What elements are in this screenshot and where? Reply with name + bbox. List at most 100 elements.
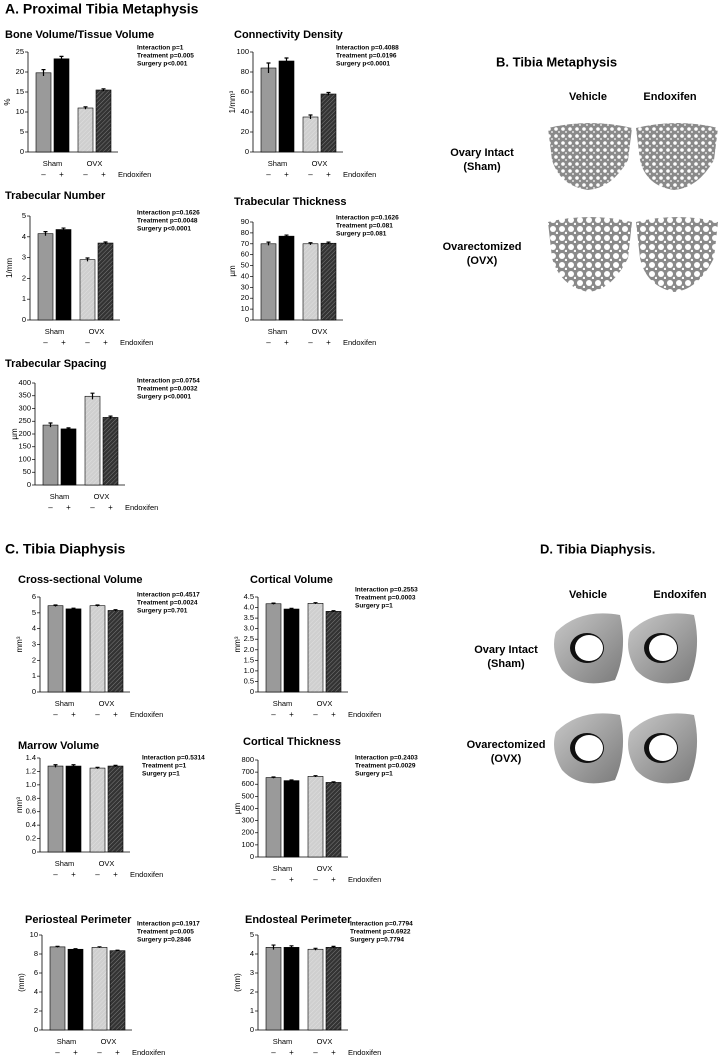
treatment-label: Endoxifen xyxy=(120,338,153,347)
stat-text: Interaction p=0.2553 xyxy=(355,587,418,594)
group-label: Sham xyxy=(273,699,293,708)
error-bar xyxy=(289,607,294,610)
y-tick-label: 0 xyxy=(34,1025,38,1034)
bone-image xyxy=(548,123,632,190)
error-bar xyxy=(308,242,313,245)
stat-text: Treatment p=0.0024 xyxy=(137,600,198,607)
x-tick-label: + xyxy=(115,1048,120,1057)
x-tick-label: – xyxy=(95,870,100,879)
error-bar xyxy=(83,106,88,110)
y-tick-label: 10 xyxy=(30,930,38,939)
x-tick-label: + xyxy=(61,338,66,347)
x-tick-label: – xyxy=(271,710,276,719)
y-tick-label: 3.0 xyxy=(244,624,254,633)
x-tick-label: + xyxy=(284,170,289,179)
bar xyxy=(325,782,342,858)
stat-text: Surgery p<0.0001 xyxy=(336,61,390,68)
x-tick-label: + xyxy=(71,710,76,719)
y-tick-label: 0 xyxy=(250,852,254,861)
group-label: OVX xyxy=(317,864,333,873)
y-tick-label: 70 xyxy=(241,239,249,248)
x-tick-label: – xyxy=(271,875,276,884)
error-bar xyxy=(101,88,106,92)
x-tick-label: – xyxy=(266,170,271,179)
y-tick-label: 25 xyxy=(16,47,24,56)
bar xyxy=(307,776,324,858)
chart-title: Cross-sectional Volume xyxy=(18,574,143,586)
bar xyxy=(278,60,295,153)
y-tick-label: 60 xyxy=(241,250,249,259)
error-bar xyxy=(113,609,118,612)
stat-text: Interaction p=0.5314 xyxy=(142,755,205,762)
stat-text: Interaction p=0.1626 xyxy=(137,210,200,217)
y-tick-label: 2 xyxy=(32,655,36,664)
bar xyxy=(91,947,108,1031)
stat-text: Surgery p<0.0001 xyxy=(137,226,191,233)
column-label: Vehicle xyxy=(569,589,607,601)
y-tick-label: 0 xyxy=(250,1025,254,1034)
bar xyxy=(283,780,300,858)
stat-text: Surgery p=0.7794 xyxy=(350,937,404,944)
y-tick-label: 6 xyxy=(32,592,36,601)
error-bar xyxy=(53,604,58,607)
bar xyxy=(107,610,124,693)
y-tick-label: 100 xyxy=(241,840,254,849)
stat-text: Treatment p=1 xyxy=(142,763,187,770)
y-axis-label: mm³ xyxy=(15,636,24,652)
column-label: Endoxifen xyxy=(643,91,696,103)
x-tick-label: + xyxy=(101,170,106,179)
group-label: Sham xyxy=(55,859,75,868)
y-tick-label: 2 xyxy=(22,273,26,282)
bar xyxy=(283,608,300,693)
bone-image xyxy=(636,217,718,292)
x-tick-label: + xyxy=(73,1048,78,1057)
y-tick-label: 1.0 xyxy=(244,666,254,675)
stat-text: Surgery p=0.2846 xyxy=(137,937,191,944)
x-tick-label: – xyxy=(313,710,318,719)
y-tick-label: 30 xyxy=(241,282,249,291)
bar xyxy=(325,611,342,693)
error-bar xyxy=(48,422,53,428)
stat-text: Treatment p=0.0196 xyxy=(336,53,397,60)
error-bar xyxy=(90,392,95,400)
row-label: Ovary Intact xyxy=(474,644,538,656)
column-label: Vehicle xyxy=(569,91,607,103)
y-tick-label: 15 xyxy=(16,87,24,96)
error-bar xyxy=(108,415,113,419)
row-label: (OVX) xyxy=(467,255,498,267)
error-bar xyxy=(59,55,64,62)
group-label: OVX xyxy=(99,859,115,868)
y-tick-label: 5 xyxy=(32,608,36,617)
y-tick-label: 2 xyxy=(250,987,254,996)
bar xyxy=(53,58,70,153)
y-tick-label: 10 xyxy=(16,107,24,116)
error-bar xyxy=(85,257,90,262)
chart-title: Cortical Volume xyxy=(250,574,333,586)
stat-text: Surgery p=1 xyxy=(355,603,393,610)
x-tick-label: – xyxy=(95,710,100,719)
y-tick-label: 3 xyxy=(250,968,254,977)
y-tick-label: 600 xyxy=(241,779,254,788)
x-tick-label: + xyxy=(66,503,71,512)
x-tick-label: – xyxy=(55,1048,60,1057)
x-tick-label: – xyxy=(53,710,58,719)
group-label: OVX xyxy=(87,159,103,168)
row-label: (Sham) xyxy=(463,161,501,173)
bar xyxy=(67,948,84,1031)
bar xyxy=(265,947,282,1031)
error-bar xyxy=(284,234,289,238)
y-tick-label: 2 xyxy=(34,1006,38,1015)
error-bar xyxy=(326,91,331,96)
y-tick-label: 1.5 xyxy=(244,655,254,664)
stat-text: Interaction p=0.4517 xyxy=(137,592,200,599)
error-bar xyxy=(326,241,331,245)
error-bar xyxy=(115,949,120,952)
bar xyxy=(89,767,106,853)
x-tick-label: + xyxy=(113,870,118,879)
group-label: Sham xyxy=(273,864,293,873)
error-bar xyxy=(55,945,60,948)
y-tick-label: 80 xyxy=(241,67,249,76)
x-tick-label: – xyxy=(271,1048,276,1057)
error-bar xyxy=(95,766,100,769)
